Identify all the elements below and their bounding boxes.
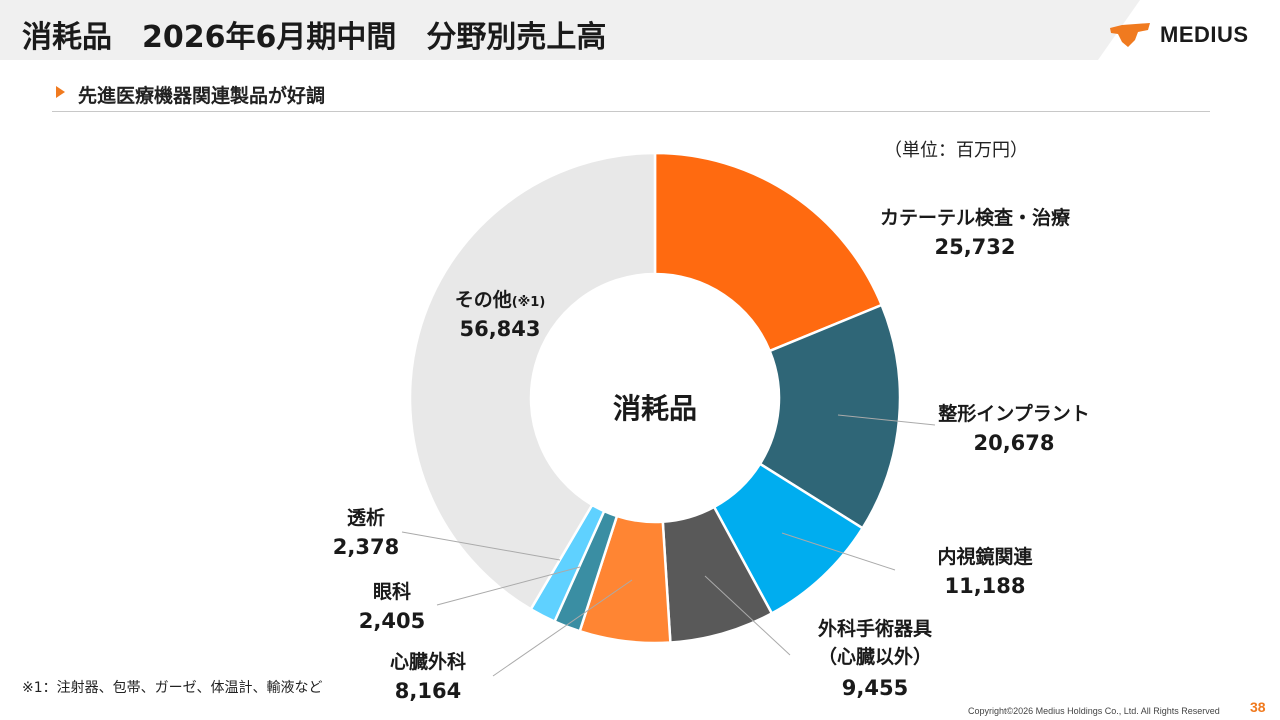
- slice-value-7: 56,843: [459, 317, 540, 341]
- slice-value-0: 25,732: [934, 235, 1015, 259]
- slice-value-2: 11,188: [944, 574, 1025, 598]
- slice-name-line2-3: （心臓以外）: [818, 645, 932, 668]
- logo-text: MEDIUS: [1160, 22, 1249, 47]
- slice-name-5: 眼科: [373, 580, 411, 603]
- slice-name-6: 透析: [347, 506, 385, 529]
- slice-name-1: 整形インプラント: [938, 402, 1089, 425]
- unit-label: （単位：百万円）: [884, 140, 1028, 161]
- copyright: Copyright©2026 Medius Holdings Co., Ltd.…: [968, 706, 1220, 716]
- medius-logo-icon: [1110, 23, 1150, 47]
- leader-line-1: [837, 414, 936, 426]
- triangle-bullet-icon: [56, 86, 65, 98]
- leader-line-3: [704, 575, 791, 656]
- slice-value-4: 8,164: [395, 679, 461, 703]
- leader-line-6: [401, 531, 561, 561]
- slice-labels: カテーテル検査・治療 25,732 整形インプラント 20,678 内視鏡関連 11,18…: [333, 206, 1090, 703]
- center-label: 消耗品: [613, 392, 697, 425]
- page-title: 消耗品 2026年6月期中間 分野別売上高: [22, 20, 607, 55]
- leader-line-2: [781, 532, 896, 571]
- footnote: ※1：注射器、包帯、ガーゼ、体温計、輸液など: [22, 680, 323, 696]
- subtitle: 先進医療機器関連製品が好調: [78, 85, 326, 107]
- subtitle-row: 先進医療機器関連製品が好調: [52, 80, 1210, 112]
- slice-0: [653, 151, 884, 353]
- slice-1: [758, 303, 902, 530]
- leader-line-4: [492, 579, 633, 677]
- donut-slices: [408, 151, 902, 645]
- leader-lines: [401, 414, 936, 677]
- slice-7: [408, 151, 657, 611]
- slice-value-3: 9,455: [842, 676, 908, 700]
- title-bar: [0, 0, 1140, 60]
- slice-name-7: その他(※1): [455, 288, 546, 311]
- slice-value-5: 2,405: [359, 609, 425, 633]
- medius-logo: MEDIUS: [1108, 22, 1249, 48]
- slice-name-0: カテーテル検査・治療: [880, 206, 1071, 229]
- leader-line-5: [436, 566, 581, 606]
- slice-name-2: 内視鏡関連: [937, 545, 1033, 568]
- page-number: 38: [1250, 699, 1266, 715]
- slice-value-1: 20,678: [973, 431, 1054, 455]
- slice-name-4: 心臓外科: [390, 650, 466, 673]
- slice-name-3: 外科手術器具: [818, 617, 932, 640]
- slice-value-6: 2,378: [333, 535, 399, 559]
